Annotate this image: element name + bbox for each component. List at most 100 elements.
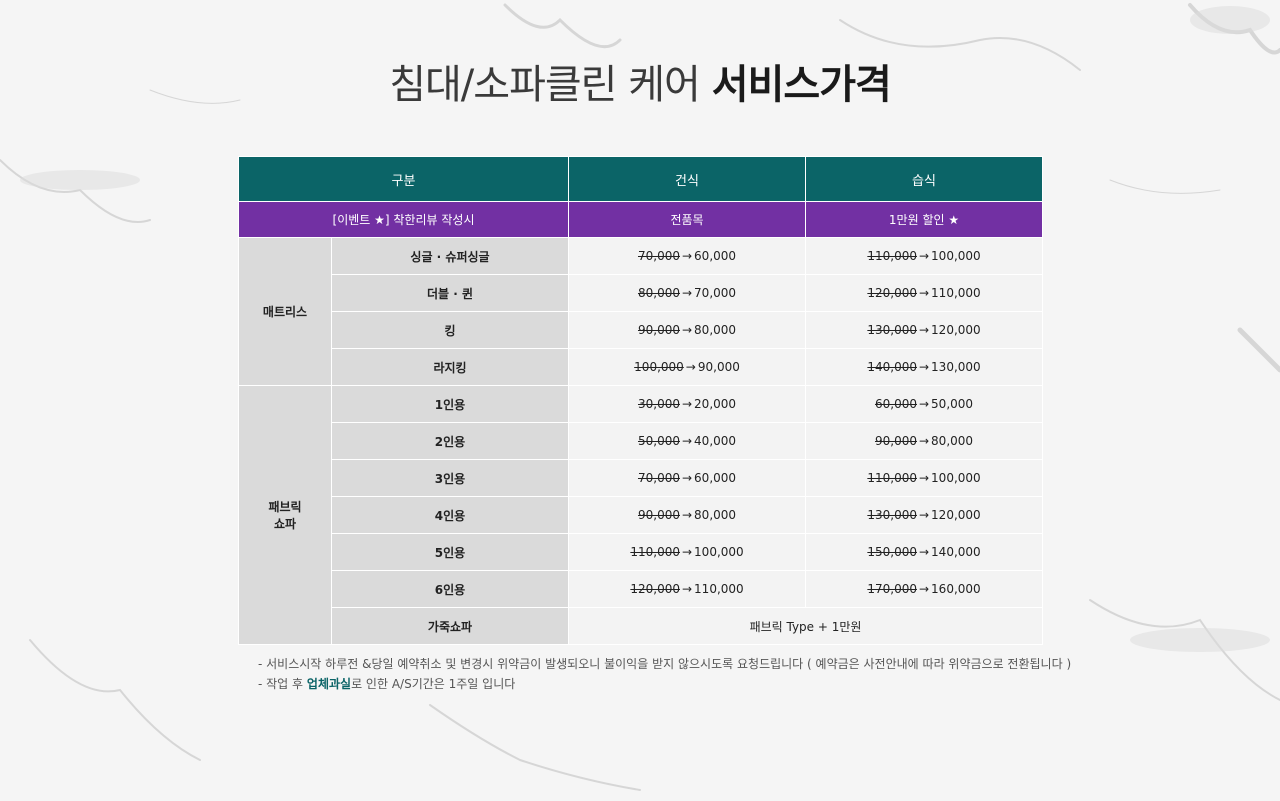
- arrow: →: [918, 508, 930, 522]
- table-row: 가죽쇼파 패브릭 Type + 1만원: [239, 607, 1044, 645]
- arrow: →: [918, 582, 930, 596]
- old-price: 120,000: [630, 582, 680, 596]
- arrow: →: [681, 582, 693, 596]
- old-price: 130,000: [867, 323, 917, 337]
- dry-price: 90,000 → 80,000: [568, 496, 807, 534]
- new-price: 40,000: [694, 434, 737, 448]
- row-name: 2인용: [330, 422, 570, 460]
- new-price: 110,000: [931, 286, 981, 300]
- row-name: 킹: [330, 311, 570, 349]
- row-name: 4인용: [330, 496, 570, 534]
- old-price: 50,000: [637, 434, 680, 448]
- new-price: 100,000: [931, 471, 981, 485]
- event-dry: 전품목: [568, 201, 807, 238]
- old-price: 80,000: [637, 286, 680, 300]
- old-price: 110,000: [867, 471, 917, 485]
- row-name: 1인용: [330, 385, 570, 423]
- table-row: 4인용 90,000 → 80,000 130,000 → 120,000: [239, 496, 1044, 534]
- old-price: 90,000: [637, 508, 680, 522]
- arrow: →: [681, 397, 693, 411]
- notes: - 서비스시작 하루전 &당일 예약취소 및 변경시 위약금이 발생되오니 불이…: [258, 654, 1071, 694]
- new-price: 80,000: [694, 323, 737, 337]
- row-name: 5인용: [330, 533, 570, 571]
- category-line-1: 패브릭: [268, 500, 302, 514]
- table-row: 킹 90,000 → 80,000 130,000 → 120,000: [239, 311, 1044, 349]
- wet-price: 140,000 → 130,000: [805, 348, 1044, 386]
- header-wet: 습식: [805, 156, 1044, 202]
- row-name: 3인용: [330, 459, 570, 497]
- wet-price: 130,000 → 120,000: [805, 496, 1044, 534]
- arrow: →: [918, 397, 930, 411]
- event-row: [이벤트 ★] 착한리뷰 작성시 전품목 1만원 할인 ★: [237, 201, 1044, 238]
- arrow: →: [681, 286, 693, 300]
- new-price: 120,000: [931, 508, 981, 522]
- arrow: →: [918, 323, 930, 337]
- table-row: 3인용 70,000 → 60,000 110,000 → 100,000: [239, 459, 1044, 497]
- old-price: 120,000: [867, 286, 917, 300]
- row-name: 가죽쇼파: [330, 607, 570, 645]
- arrow: →: [918, 434, 930, 448]
- arrow: →: [681, 249, 693, 263]
- header-category: 구분: [237, 156, 570, 202]
- old-price: 60,000: [874, 397, 917, 411]
- new-price: 100,000: [931, 249, 981, 263]
- old-price: 90,000: [874, 434, 917, 448]
- title-light: 침대/소파클린 케어: [389, 62, 701, 108]
- merged-price: 패브릭 Type + 1만원: [568, 607, 1044, 645]
- old-price: 140,000: [867, 360, 917, 374]
- dry-price: 50,000 → 40,000: [568, 422, 807, 460]
- header-dry: 건식: [568, 156, 807, 202]
- dry-price: 90,000 → 80,000: [568, 311, 807, 349]
- dry-price: 100,000 → 90,000: [568, 348, 807, 386]
- table-row: 6인용 120,000 → 110,000 170,000 → 160,000: [239, 570, 1044, 608]
- wet-price: 150,000 → 140,000: [805, 533, 1044, 571]
- page-title: 침대/소파클린 케어 서비스가격: [0, 52, 1280, 110]
- arrow: →: [681, 434, 693, 448]
- new-price: 130,000: [931, 360, 981, 374]
- old-price: 100,000: [634, 360, 684, 374]
- row-name: 6인용: [330, 570, 570, 608]
- category-fabric-sofa: 패브릭 쇼파: [238, 385, 332, 645]
- new-price: 160,000: [931, 582, 981, 596]
- wet-price: 110,000 → 100,000: [805, 237, 1044, 275]
- note-text: 로 인한 A/S기간은 1주일 입니다: [351, 677, 516, 691]
- note-line-1: - 서비스시작 하루전 &당일 예약취소 및 변경시 위약금이 발생되오니 불이…: [258, 657, 1072, 671]
- old-price: 70,000: [637, 249, 680, 263]
- table-row: 더블 · 퀸 80,000 → 70,000 120,000 → 110,000: [239, 274, 1044, 312]
- arrow: →: [685, 360, 696, 374]
- wet-price: 170,000 → 160,000: [805, 570, 1044, 608]
- dry-price: 110,000 → 100,000: [568, 533, 807, 571]
- old-price: 130,000: [867, 508, 917, 522]
- dry-price: 30,000 → 20,000: [568, 385, 807, 423]
- title-bold: 서비스가격: [711, 62, 892, 108]
- event-label: [이벤트 ★] 착한리뷰 작성시: [237, 201, 570, 238]
- arrow: →: [918, 286, 930, 300]
- arrow: →: [681, 508, 693, 522]
- wet-price: 110,000 → 100,000: [805, 459, 1044, 497]
- table-row: 패브릭 쇼파 1인용 30,000 → 20,000 60,000 → 50,000: [238, 385, 1044, 645]
- new-price: 100,000: [694, 545, 744, 559]
- dry-price: 70,000 → 60,000: [568, 237, 807, 275]
- new-price: 20,000: [694, 397, 737, 411]
- arrow: →: [918, 360, 930, 374]
- table-header-row: 구분 건식 습식: [237, 156, 1044, 202]
- wet-price: 120,000 → 110,000: [805, 274, 1044, 312]
- old-price: 150,000: [867, 545, 917, 559]
- row-name: 싱글 · 슈퍼싱글: [330, 237, 570, 275]
- arrow: →: [681, 545, 693, 559]
- arrow: →: [681, 471, 693, 485]
- dry-price: 80,000 → 70,000: [568, 274, 807, 312]
- dry-price: 120,000 → 110,000: [568, 570, 807, 608]
- new-price: 110,000: [694, 582, 744, 596]
- new-price: 50,000: [931, 397, 974, 411]
- note-text: - 작업 후: [258, 677, 307, 691]
- new-price: 140,000: [931, 545, 981, 559]
- new-price: 80,000: [694, 508, 737, 522]
- note-line-2: - 작업 후 업체과실로 인한 A/S기간은 1주일 입니다: [258, 674, 1071, 694]
- arrow: →: [918, 545, 930, 559]
- new-price: 60,000: [694, 249, 737, 263]
- old-price: 170,000: [867, 582, 917, 596]
- wet-price: 60,000 → 50,000: [805, 385, 1044, 423]
- old-price: 90,000: [637, 323, 680, 337]
- arrow: →: [918, 471, 930, 485]
